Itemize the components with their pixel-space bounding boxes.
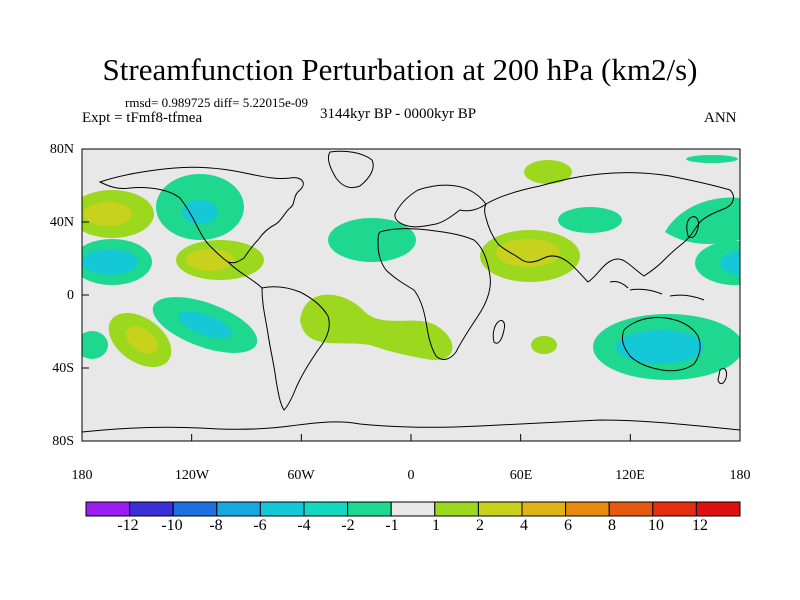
colorbar-box [608, 501, 654, 517]
anomaly-field [82, 155, 740, 380]
colorbar-box [129, 501, 174, 517]
colorbar-label: -6 [253, 517, 267, 534]
coast-asia [484, 172, 734, 283]
colorbar-label: -1 [385, 517, 399, 534]
experiment-label: Expt = tFmf8-tfmea [82, 110, 203, 126]
anomaly-trop-e-pacific-core [82, 249, 138, 275]
colorbar-label: 4 [520, 517, 528, 534]
anomaly-central-asia [558, 207, 622, 233]
colorbar-label: 2 [476, 517, 484, 534]
colorbar-label: 8 [608, 517, 616, 534]
period-label: 3144kyr BP - 0000kyr BP [320, 106, 477, 122]
anomaly-arctic-east [686, 155, 738, 163]
anomaly-arabia-core [496, 239, 560, 267]
colorbar-label: -4 [297, 517, 311, 534]
lon-label-180w: 180 [71, 468, 93, 483]
coast-madagascar [492, 319, 505, 344]
coast-antarctica [82, 419, 740, 433]
lat-label-0: 0 [67, 288, 74, 303]
season-label: ANN [704, 110, 737, 126]
map-title: Streamfunction Perturbation at 200 hPa (… [102, 52, 698, 87]
anomaly-south-indian [531, 336, 557, 354]
colorbar-label: 10 [648, 517, 664, 534]
coast-north-america [98, 166, 304, 264]
coastlines [82, 150, 740, 433]
lon-label-180e: 180 [729, 468, 751, 483]
anomaly-australia-core [616, 330, 704, 364]
colorbar-box [172, 501, 218, 517]
colorbar-label: -10 [161, 517, 183, 534]
colorbar-box [695, 501, 741, 517]
colorbar-box [216, 501, 261, 517]
anomaly-south-pacific-core [178, 311, 232, 339]
coast-europe [394, 184, 487, 228]
anomaly-nw-pacific [665, 197, 740, 244]
anomaly-west-pacific-core [720, 251, 740, 275]
lon-label-120e: 120E [615, 468, 645, 483]
stats-text: rmsd= 0.989725 diff= 5.22015e-09 [125, 95, 309, 110]
colorbar-label: 1 [432, 517, 440, 534]
colorbar-box [521, 501, 567, 517]
anomaly-ne-pacific-core [84, 202, 132, 226]
colorbar-box [477, 501, 523, 517]
coast-maritime [609, 281, 705, 301]
lon-label-60w: 60W [287, 468, 315, 483]
lat-label-80n: 80N [49, 142, 74, 157]
anomaly-north-pacific-core [182, 200, 218, 224]
colorbar-label: -8 [209, 517, 223, 534]
colorbar-box [303, 501, 349, 517]
colorbar-box [259, 501, 305, 517]
coast-japan [686, 216, 699, 239]
colorbar-label: 6 [564, 517, 572, 534]
coast-central-america [227, 261, 263, 289]
anomaly-sw-pacific-core [125, 326, 159, 354]
colorbar-box [434, 501, 479, 517]
anomaly-west-pacific [695, 241, 740, 285]
lat-label-40n: 40N [49, 215, 74, 230]
coast-south-america [261, 286, 330, 411]
lat-label-80s: 80S [52, 434, 74, 449]
coast-greenland [327, 150, 374, 189]
colorbar-label: -2 [341, 517, 355, 534]
anomaly-west-edge [82, 331, 108, 359]
coast-new-zealand [717, 367, 727, 385]
colorbar-box [652, 501, 697, 517]
colorbar-label: -12 [117, 517, 139, 534]
axis-ticks [81, 148, 741, 442]
colorbar-box [347, 501, 392, 517]
anomaly-south-atlantic [300, 294, 453, 361]
colorbar-box [390, 501, 436, 517]
coast-australia [621, 317, 701, 372]
anomaly-arctic-siberia [524, 160, 572, 184]
colorbar-label: 12 [692, 517, 708, 534]
colorbar-box [565, 501, 610, 517]
lon-label-60e: 60E [509, 468, 533, 483]
lon-label-120w: 120W [174, 468, 210, 483]
coast-africa [377, 228, 491, 360]
anomaly-central-america-core [186, 249, 234, 271]
lat-label-40s: 40S [52, 361, 74, 376]
lon-label-0: 0 [407, 468, 415, 483]
colorbar-box [85, 501, 131, 517]
colorbar [85, 501, 741, 517]
